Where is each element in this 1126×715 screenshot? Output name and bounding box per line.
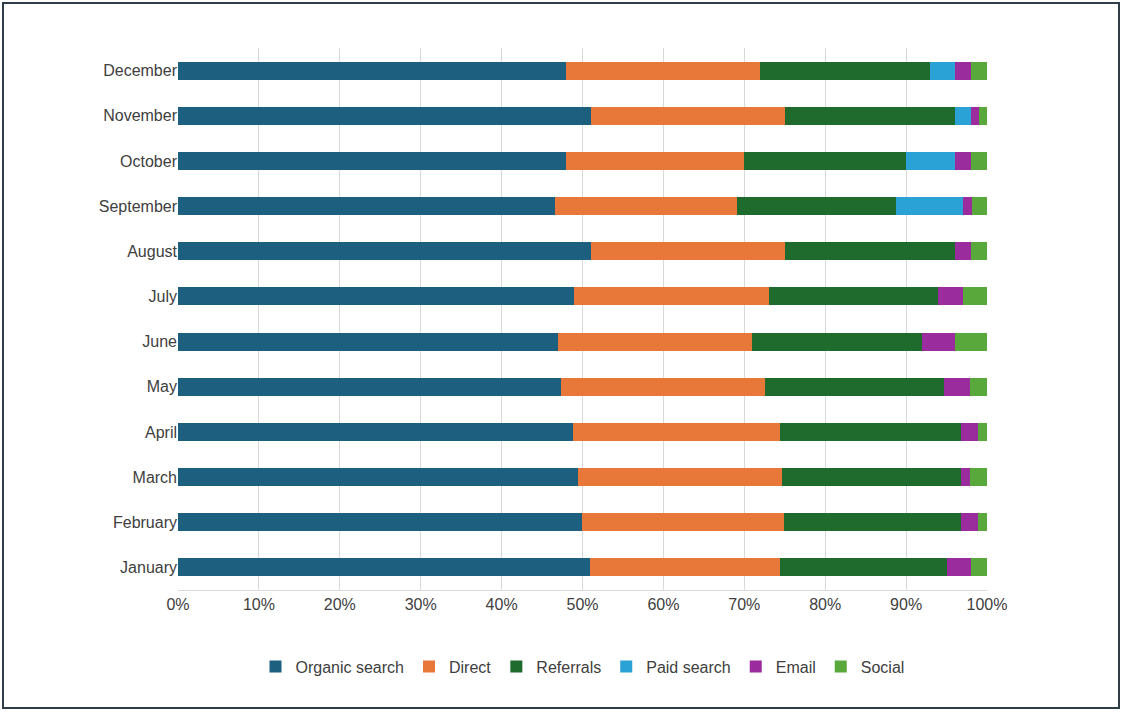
svg-text:April: April [145, 424, 177, 441]
svg-text:February: February [113, 514, 177, 531]
svg-text:Organic search: Organic search [296, 659, 405, 676]
svg-text:November: November [103, 107, 177, 124]
svg-text:Social: Social [861, 659, 905, 676]
svg-text:September: September [99, 198, 178, 215]
svg-text:60%: 60% [647, 596, 679, 613]
svg-text:40%: 40% [486, 596, 518, 613]
svg-text:July: July [149, 288, 177, 305]
svg-text:100%: 100% [967, 596, 1008, 613]
svg-text:December: December [103, 62, 177, 79]
svg-text:January: January [120, 559, 177, 576]
svg-text:80%: 80% [809, 596, 841, 613]
svg-text:Direct: Direct [449, 659, 491, 676]
svg-text:October: October [120, 153, 178, 170]
svg-text:30%: 30% [405, 596, 437, 613]
svg-text:March: March [133, 469, 177, 486]
svg-text:90%: 90% [890, 596, 922, 613]
svg-text:Paid search: Paid search [646, 659, 731, 676]
svg-text:10%: 10% [243, 596, 275, 613]
svg-text:Referrals: Referrals [536, 659, 601, 676]
svg-text:50%: 50% [566, 596, 598, 613]
svg-text:20%: 20% [324, 596, 356, 613]
svg-text:Email: Email [776, 659, 816, 676]
svg-text:August: August [127, 243, 177, 260]
svg-text:June: June [142, 333, 177, 350]
svg-text:0%: 0% [166, 596, 189, 613]
svg-text:70%: 70% [728, 596, 760, 613]
svg-text:May: May [147, 378, 177, 395]
